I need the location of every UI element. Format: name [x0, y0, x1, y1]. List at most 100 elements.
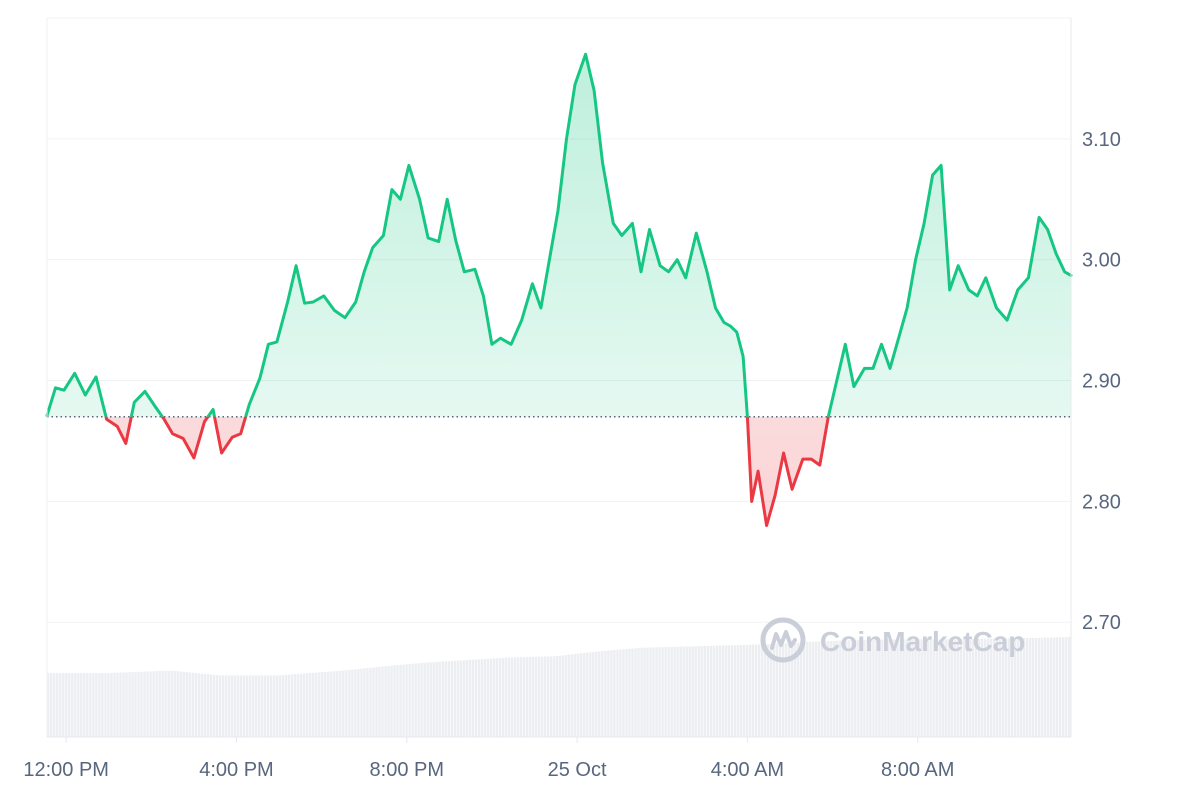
- watermark-text: CoinMarketCap: [820, 626, 1025, 657]
- price-point: [1027, 277, 1029, 279]
- volume-bar: [119, 672, 122, 737]
- price-point: [220, 452, 222, 454]
- volume-bar: [986, 638, 990, 737]
- volume-bar: [598, 651, 601, 737]
- price-point: [742, 355, 744, 357]
- volume-bar: [688, 646, 691, 737]
- volume-bar: [290, 674, 294, 737]
- y-tick-label: 2.90: [1082, 371, 1121, 393]
- price-line-up: [45, 52, 1073, 417]
- price-point: [491, 343, 493, 345]
- price-point: [548, 259, 550, 261]
- volume-bar: [441, 661, 444, 737]
- volume-bar: [155, 671, 158, 737]
- volume-bar: [971, 638, 975, 737]
- watermark: CoinMarketCap: [760, 617, 1025, 663]
- price-point: [463, 271, 465, 273]
- volume-bar: [989, 638, 993, 737]
- volume-bar: [742, 644, 746, 737]
- volume-bar: [80, 673, 83, 737]
- volume-bar: [628, 648, 631, 737]
- price-point: [863, 367, 865, 369]
- price-point: [736, 331, 738, 333]
- volume-bar: [959, 639, 962, 737]
- price-point: [259, 377, 261, 379]
- volume-bar: [836, 640, 839, 737]
- volume-bar: [848, 640, 851, 737]
- price-point: [729, 325, 731, 327]
- volume-bar: [1052, 637, 1056, 737]
- volume-bar: [863, 639, 866, 737]
- volume-bar: [161, 670, 164, 737]
- volume-bar: [703, 645, 706, 737]
- price-point: [276, 341, 278, 343]
- volume-bar: [974, 638, 978, 737]
- volume-bar: [59, 673, 62, 737]
- price-point: [906, 307, 908, 309]
- price-point: [648, 228, 650, 230]
- volume-bar: [519, 657, 523, 737]
- volume-bar: [914, 639, 917, 737]
- volume-bar: [787, 643, 791, 737]
- volume-bar: [444, 661, 447, 737]
- price-point: [163, 418, 165, 420]
- volume-bar: [47, 673, 50, 737]
- price-point: [695, 232, 697, 234]
- price-point: [63, 389, 65, 391]
- price-point: [474, 268, 476, 270]
- volume-bar: [962, 639, 965, 737]
- volume-bar: [387, 665, 390, 737]
- volume-bar: [977, 638, 981, 737]
- volume-bar: [233, 675, 237, 737]
- volume-bar: [932, 639, 935, 737]
- volume-bar: [607, 650, 610, 737]
- volume-bar: [691, 646, 694, 737]
- volume-bar: [366, 668, 369, 737]
- volume-bar: [176, 671, 179, 737]
- volume-bar: [950, 639, 953, 737]
- price-point: [248, 404, 250, 406]
- volume-bar: [381, 666, 384, 737]
- volume-bar: [721, 645, 725, 737]
- volume-bar: [604, 650, 607, 737]
- volume-bar: [330, 671, 333, 737]
- volume-bar: [589, 652, 592, 737]
- volume-bar: [417, 663, 420, 737]
- volume-bar: [474, 659, 478, 737]
- price-point: [303, 302, 305, 304]
- volume-bar: [143, 671, 146, 737]
- volume-bar: [191, 672, 194, 737]
- volume-bar: [167, 670, 170, 737]
- area-fill-above-baseline: [47, 54, 1071, 417]
- volume-bar: [866, 639, 869, 737]
- volume-bar: [616, 649, 619, 737]
- volume-bar: [1016, 638, 1020, 737]
- x-tick-labels: 12:00 PM 4:00 PM 8:00 PM 25 Oct 4:00 AM 8:00 …: [23, 759, 954, 781]
- volume-bar: [296, 673, 300, 737]
- volume-bar: [574, 653, 577, 737]
- volume-bar: [619, 649, 622, 737]
- volume-bar: [577, 653, 580, 737]
- volume-bar: [890, 639, 893, 737]
- price-point: [1017, 289, 1019, 291]
- volume-bar: [131, 672, 134, 737]
- volume-bar: [830, 640, 833, 737]
- y-tick-label: 2.70: [1082, 612, 1121, 634]
- volume-bar: [818, 641, 821, 737]
- price-point: [1063, 271, 1065, 273]
- volume-bar: [827, 641, 830, 737]
- price-point: [116, 425, 118, 427]
- volume-bar: [423, 662, 426, 737]
- volume-bar: [501, 657, 505, 737]
- volume-bar: [799, 642, 803, 737]
- volume-bar: [251, 675, 255, 737]
- volume-bar: [775, 643, 779, 737]
- volume-bar: [811, 641, 815, 737]
- volume-bar: [1067, 637, 1071, 737]
- volume-bar: [1025, 638, 1029, 737]
- volume-bar: [378, 666, 381, 737]
- volume-bar: [682, 646, 685, 737]
- volume-bar: [1019, 638, 1023, 737]
- volume-bar: [203, 673, 207, 737]
